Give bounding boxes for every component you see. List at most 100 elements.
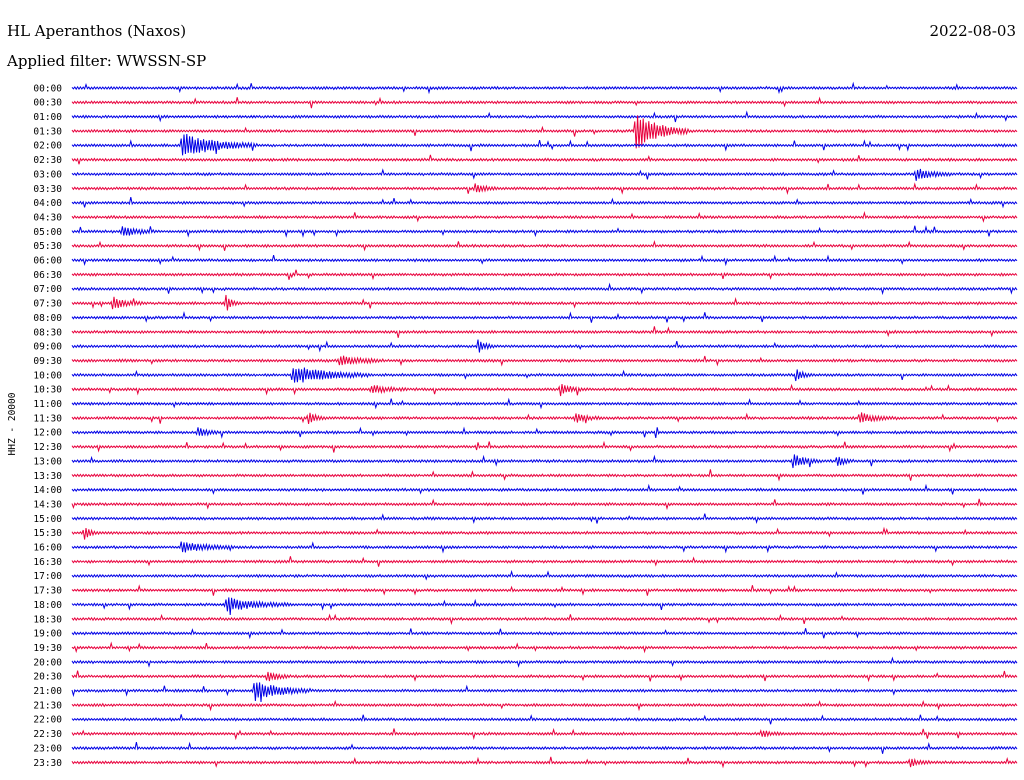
row-time-label: 00:00 [33, 83, 62, 94]
row-time-label: 07:00 [33, 284, 62, 295]
seismogram-trace [71, 741, 1018, 754]
y-axis-label: HHZ - 20000 [7, 392, 18, 455]
trace-rows: 00:00 00:30 01:00 01:30 02:00 02:30 03:00 03:30… [33, 81, 1018, 769]
seismogram-trace [71, 133, 1018, 156]
seismogram-trace [71, 584, 1018, 596]
row-time-label: 14:00 [33, 485, 62, 496]
row-time-label: 02:00 [33, 141, 62, 152]
seismogram-trace [71, 756, 1018, 769]
seismogram-trace [71, 469, 1018, 482]
seismogram-trace [71, 656, 1018, 668]
seismogram-trace [71, 569, 1018, 581]
row-time-label: 05:00 [33, 227, 62, 238]
row-time-label: 13:00 [33, 456, 62, 467]
seismogram-trace [71, 426, 1018, 439]
seismogram-trace [71, 110, 1018, 123]
seismogram-trace [71, 397, 1018, 410]
row-time-label: 00:30 [33, 98, 62, 109]
row-time-label: 14:30 [33, 499, 62, 510]
seismogram-trace [71, 197, 1018, 209]
row-time-label: 19:00 [33, 629, 62, 640]
seismogram-trace [71, 541, 1018, 554]
row-time-label: 15:00 [33, 514, 62, 525]
seismogram-trace [71, 168, 1018, 181]
row-time-label: 19:30 [33, 643, 62, 654]
seismogram-trace [71, 670, 1018, 683]
seismogram-trace [71, 154, 1018, 165]
row-time-label: 01:30 [33, 126, 62, 137]
filter-label: Applied filter: WWSSN-SP [6, 52, 206, 70]
row-time-label: 20:30 [33, 672, 62, 683]
seismogram-trace [71, 96, 1018, 109]
row-time-label: 04:00 [33, 198, 62, 209]
row-time-label: 12:00 [33, 428, 62, 439]
row-time-label: 08:00 [33, 313, 62, 324]
row-time-label: 08:30 [33, 327, 62, 338]
seismogram-trace [71, 483, 1018, 495]
row-time-label: 09:00 [33, 342, 62, 353]
seismogram-trace [71, 526, 1018, 540]
row-time-label: 01:00 [33, 112, 62, 123]
seismogram-trace [71, 326, 1018, 338]
seismogram-trace [71, 556, 1018, 567]
seismogram-trace [71, 339, 1018, 353]
seismogram-trace [71, 210, 1018, 223]
date-label: 2022-08-03 [930, 22, 1016, 40]
row-time-label: 23:00 [33, 743, 62, 754]
row-time-label: 18:30 [33, 614, 62, 625]
row-time-label: 04:30 [33, 212, 62, 223]
seismogram-trace [71, 383, 1018, 397]
seismogram-trace [71, 182, 1018, 195]
row-time-label: 20:00 [33, 657, 62, 668]
row-time-label: 17:00 [33, 571, 62, 582]
row-time-label: 16:00 [33, 543, 62, 554]
seismogram-trace [71, 682, 1018, 703]
seismogram-trace [71, 239, 1018, 252]
seismogram-trace [71, 225, 1018, 238]
seismogram-trace [71, 714, 1018, 725]
seismogram-trace [71, 282, 1018, 296]
row-time-label: 23:30 [33, 758, 62, 769]
seismogram-trace [71, 311, 1018, 323]
row-time-label: 10:30 [33, 385, 62, 396]
seismogram-trace [71, 81, 1018, 95]
seismogram-trace [71, 454, 1018, 469]
row-time-label: 11:30 [33, 413, 62, 424]
row-time-label: 22:30 [33, 729, 62, 740]
row-time-label: 17:30 [33, 586, 62, 597]
row-time-label: 22:00 [33, 715, 62, 726]
seismogram-trace [71, 628, 1018, 640]
seismogram-trace [71, 115, 1018, 149]
seismogram-trace [71, 641, 1018, 654]
row-time-label: 15:30 [33, 528, 62, 539]
row-time-label: 21:30 [33, 700, 62, 711]
seismogram-trace [71, 254, 1018, 267]
seismogram-trace [71, 269, 1018, 281]
seismogram-trace [71, 699, 1018, 712]
row-time-label: 11:00 [33, 399, 62, 410]
row-time-label: 02:30 [33, 155, 62, 166]
seismogram-trace [71, 727, 1018, 741]
row-time-label: 10:00 [33, 370, 62, 381]
row-time-label: 06:00 [33, 256, 62, 267]
row-time-label: 05:30 [33, 241, 62, 252]
seismogram-trace [71, 294, 1018, 311]
row-time-label: 16:30 [33, 557, 62, 568]
seismogram-trace [71, 355, 1018, 367]
row-time-label: 07:30 [33, 299, 62, 310]
row-time-label: 03:30 [33, 184, 62, 195]
row-time-label: 09:30 [33, 356, 62, 367]
row-time-label: 18:00 [33, 600, 62, 611]
seismogram-trace [71, 440, 1018, 453]
seismogram-trace [71, 597, 1018, 616]
seismogram-trace [71, 412, 1018, 424]
station-title: HL Aperanthos (Naxos) [7, 22, 186, 40]
seismogram-trace [71, 498, 1018, 511]
seismogram-trace [71, 367, 1018, 383]
row-time-label: 03:00 [33, 169, 62, 180]
row-time-label: 21:00 [33, 686, 62, 697]
row-time-label: 06:30 [33, 270, 62, 281]
row-time-label: 12:30 [33, 442, 62, 453]
seismogram-trace [71, 513, 1018, 525]
